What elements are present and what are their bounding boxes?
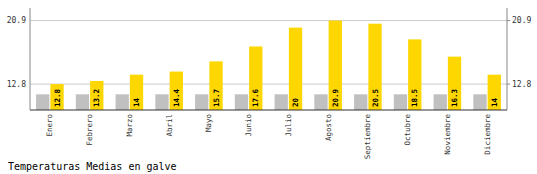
x-tick-label: Febrero [85, 114, 94, 146]
y2-tick-label: 20.9 [512, 16, 531, 25]
bars [36, 21, 501, 110]
bar [76, 94, 89, 110]
bar [368, 24, 381, 110]
bar [249, 46, 262, 110]
x-axis-line [30, 109, 507, 110]
chart-title: Temperaturas Medias en galve [8, 161, 177, 172]
bar [209, 61, 222, 110]
grid-line [30, 20, 507, 21]
bar [289, 28, 302, 110]
bar [195, 94, 208, 110]
x-tick-label: Marzo [125, 114, 134, 137]
bar [235, 94, 248, 110]
x-tick-label: Octubre [403, 114, 412, 146]
y2-axis-line [507, 8, 508, 110]
chart-container: 12.8 13.2 14 14.4 15.7 17.6 20 20.9 20.5 18.5 16.3… [0, 0, 537, 174]
y2-tick [507, 84, 510, 85]
bar [314, 94, 327, 110]
x-tick-label: Enero [45, 114, 54, 137]
bar [36, 94, 49, 110]
y-tick-label: 20.9 [7, 16, 26, 25]
bar [408, 39, 421, 110]
bar [155, 94, 168, 110]
x-tick-label: Agosto [324, 114, 333, 142]
data-label: 20.5 [371, 89, 380, 107]
data-label: 13.2 [92, 89, 101, 107]
bar [90, 81, 103, 110]
x-tick-label: Julio [284, 114, 293, 137]
bar [488, 75, 501, 110]
bar [275, 94, 288, 110]
data-label: 14 [490, 97, 499, 107]
data-label: 20.9 [331, 88, 340, 107]
data-label: 17.6 [251, 88, 260, 107]
bar [130, 75, 143, 110]
x-tick-label: Junio [244, 114, 253, 137]
bar [434, 94, 447, 110]
bar [473, 94, 486, 110]
x-tick-label: Mayo [204, 114, 213, 133]
y-tick-label: 12.8 [7, 80, 26, 89]
bar [448, 57, 461, 110]
data-label: 16.3 [450, 88, 459, 107]
bar [116, 94, 129, 110]
x-tick-label: Abril [165, 114, 174, 137]
data-label: 15.7 [212, 89, 221, 107]
y2-tick [507, 20, 510, 21]
data-label: 12.8 [53, 88, 62, 107]
bar [394, 94, 407, 110]
chart-svg: 12.8 13.2 14 14.4 15.7 17.6 20 20.9 20.5 18.5 16.3… [0, 0, 537, 174]
data-label: 18.5 [410, 89, 419, 107]
bar [329, 21, 342, 110]
data-label: 14 [132, 97, 141, 107]
data-label: 20 [291, 97, 300, 107]
x-tick-label: Diciembre [483, 114, 492, 155]
bar [170, 72, 183, 110]
data-label: 14.4 [172, 88, 181, 107]
x-tick-label: Noviembre [443, 114, 452, 155]
bar [50, 84, 63, 110]
y-axis-line [30, 8, 31, 110]
x-tick-label: Septiembre [363, 114, 372, 160]
y2-tick-label: 12.8 [512, 80, 531, 89]
bar [354, 94, 367, 110]
